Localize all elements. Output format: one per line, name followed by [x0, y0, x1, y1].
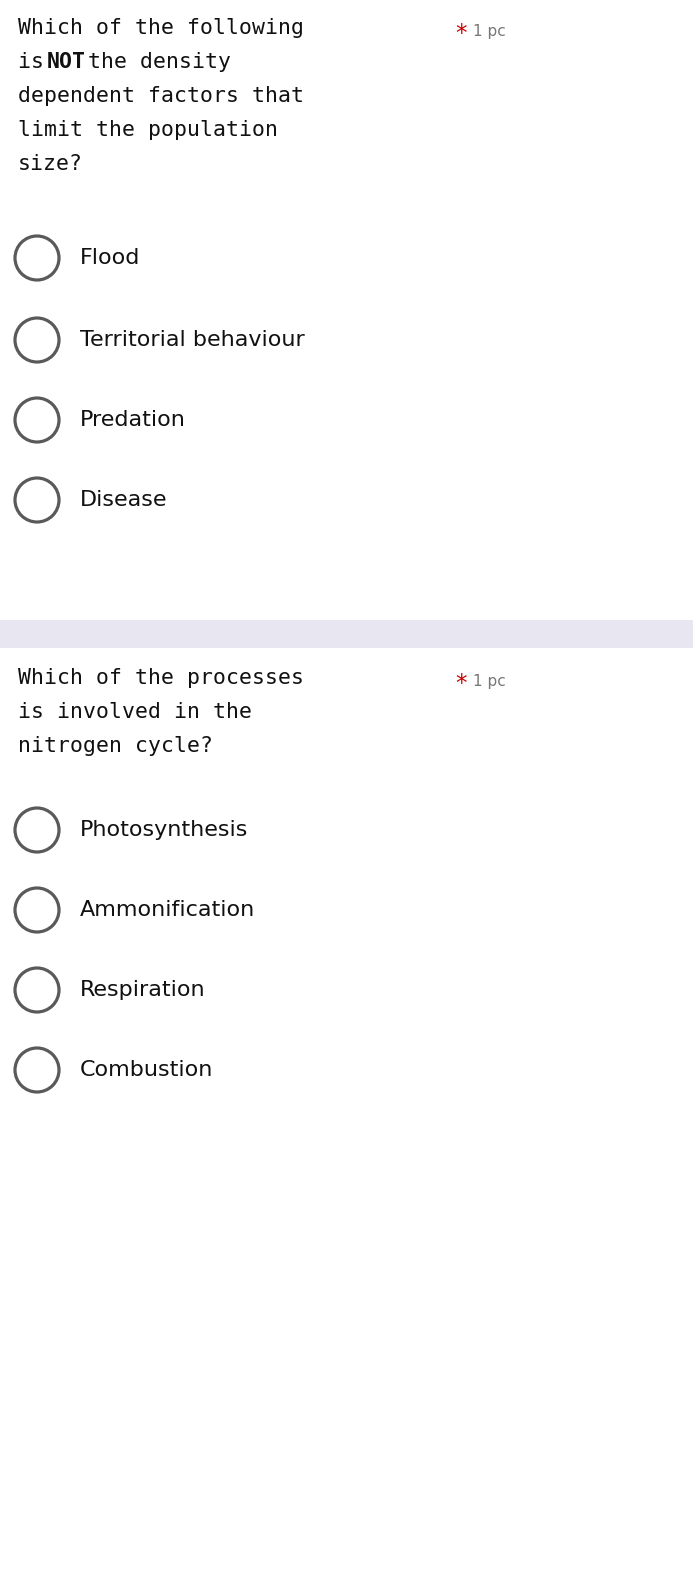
Text: size?: size? — [18, 154, 83, 173]
Text: Ammonification: Ammonification — [80, 899, 255, 920]
Text: NOT: NOT — [46, 52, 85, 72]
Text: 1 pc: 1 pc — [473, 24, 506, 39]
Text: limit the population: limit the population — [18, 120, 278, 140]
Text: Territorial behaviour: Territorial behaviour — [80, 331, 305, 350]
Text: Disease: Disease — [80, 490, 168, 510]
Text: Flood: Flood — [80, 247, 141, 268]
Text: is involved in the: is involved in the — [18, 702, 252, 721]
Text: Which of the processes: Which of the processes — [18, 668, 304, 688]
Text: Combustion: Combustion — [80, 1060, 213, 1080]
Text: nitrogen cycle?: nitrogen cycle? — [18, 736, 213, 756]
Text: dependent factors that: dependent factors that — [18, 87, 304, 106]
Text: the density: the density — [75, 52, 231, 72]
Text: *: * — [455, 22, 466, 46]
Text: Predation: Predation — [80, 410, 186, 430]
Text: 1 pc: 1 pc — [473, 674, 506, 688]
Text: Photosynthesis: Photosynthesis — [80, 821, 248, 839]
Text: *: * — [455, 673, 466, 695]
Text: is: is — [18, 52, 57, 72]
Text: Respiration: Respiration — [80, 980, 206, 1000]
Text: Which of the following: Which of the following — [18, 17, 304, 38]
Bar — [0, 621, 693, 647]
